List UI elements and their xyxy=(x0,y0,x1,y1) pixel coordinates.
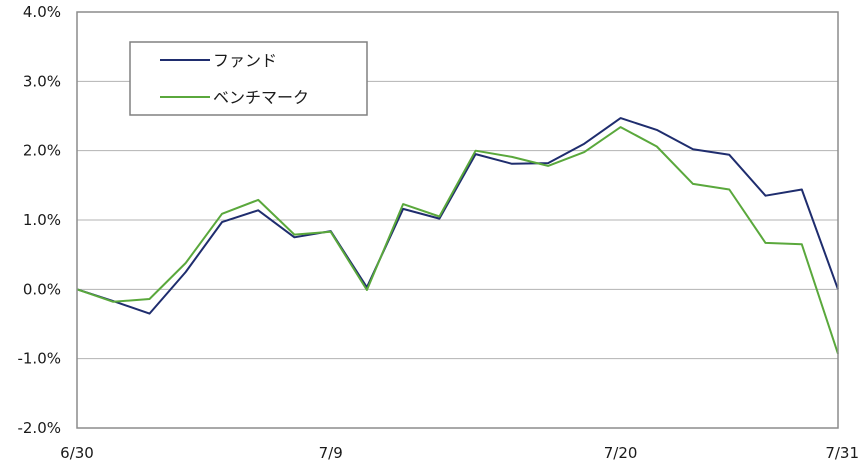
y-axis-ticks: 4.0% 3.0% 2.0% 1.0% 0.0% -1.0% -2.0% xyxy=(17,3,61,437)
legend: ファンド ベンチマーク xyxy=(129,41,368,116)
series-line-benchmark xyxy=(76,126,839,355)
x-tick-label: 6/30 xyxy=(60,444,94,462)
y-tick-label: -2.0% xyxy=(17,419,61,437)
x-tick-label: 7/20 xyxy=(604,444,638,462)
legend-label-fund: ファンド xyxy=(213,51,277,70)
y-tick-label: 4.0% xyxy=(23,3,61,21)
y-tick-label: 1.0% xyxy=(23,211,61,229)
legend-label-benchmark: ベンチマーク xyxy=(213,88,309,107)
y-tick-label: 2.0% xyxy=(23,142,61,160)
series-lines xyxy=(76,117,839,355)
y-tick-label: -1.0% xyxy=(17,350,61,368)
x-axis-ticks: 6/30 7/9 7/20 7/31 xyxy=(60,444,859,462)
x-tick-label: 7/9 xyxy=(319,444,343,462)
plot-frame xyxy=(76,11,839,429)
series-line-fund xyxy=(76,117,839,315)
legend-box xyxy=(129,41,368,116)
y-tick-label: 0.0% xyxy=(23,280,61,298)
x-tick-label: 7/31 xyxy=(825,444,859,462)
y-tick-label: 3.0% xyxy=(23,72,61,90)
